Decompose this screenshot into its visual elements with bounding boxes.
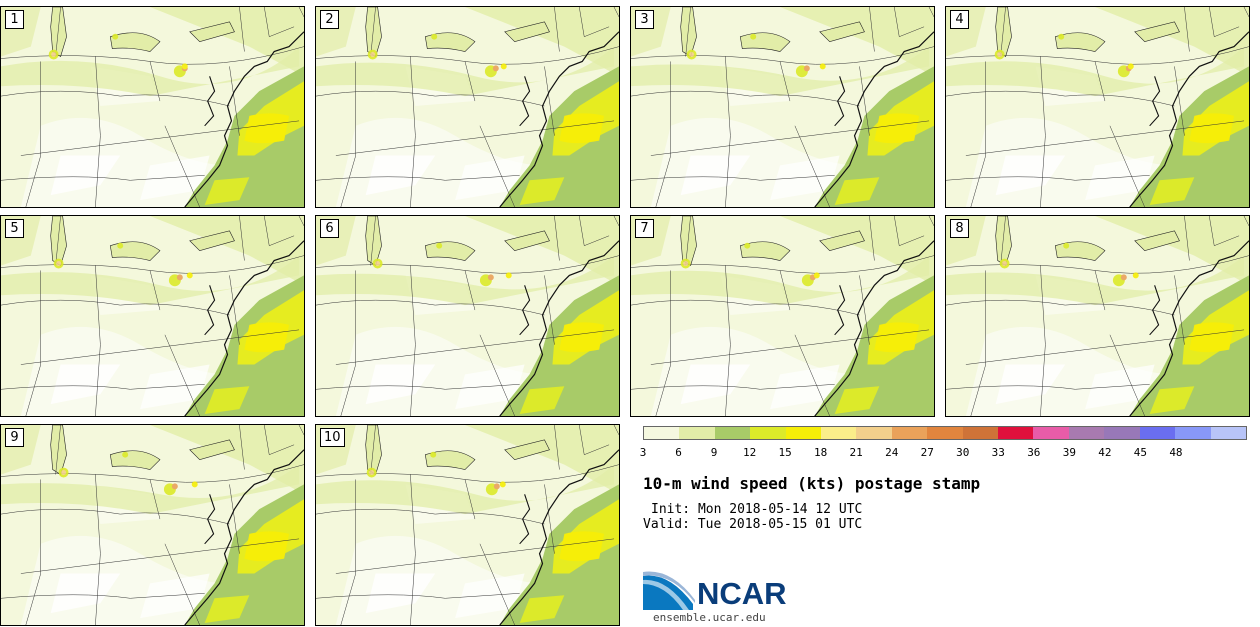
colorbar-segment — [998, 427, 1034, 439]
colorbar-tick-label: 42 — [1098, 446, 1112, 459]
colorbar-segment — [856, 427, 892, 439]
valid-time: Valid: Tue 2018-05-15 01 UTC — [643, 517, 863, 532]
colorbar-segment — [1104, 427, 1140, 439]
colorbar-segment — [1210, 427, 1246, 439]
wind-speed-map — [316, 425, 619, 625]
wind-speed-map — [1, 425, 304, 625]
wind-speed-map — [946, 216, 1249, 416]
colorbar-tick-label: 15 — [778, 446, 792, 459]
colorbar-tick-label: 48 — [1169, 446, 1183, 459]
colorbar-tick-label: 9 — [710, 446, 718, 459]
ncar-logo: NCAR — [643, 570, 793, 614]
colorbar-tick-label: 39 — [1062, 446, 1076, 459]
colorbar — [643, 426, 1247, 440]
map-panel: 8 — [945, 215, 1250, 417]
colorbar-tick-label: 45 — [1133, 446, 1148, 459]
colorbar-segment — [1175, 427, 1211, 439]
member-label: 5 — [5, 219, 24, 238]
member-label: 3 — [635, 10, 654, 29]
wind-speed-map — [631, 7, 934, 207]
colorbar-segment — [1068, 427, 1105, 439]
map-panel: 6 — [315, 215, 620, 417]
wind-speed-map — [1, 7, 304, 207]
colorbar-tick-label: 6 — [675, 446, 682, 459]
colorbar-tick-label: 24 — [885, 446, 899, 459]
map-panel: 7 — [630, 215, 935, 417]
colorbar-segment — [1139, 427, 1176, 439]
colorbar-ticks: 3 6 9 12 15 18 21 24 27 30 33 36 39 42 45 48 — [639, 446, 1247, 460]
colorbar-tick-label: 30 — [956, 446, 970, 459]
map-panel: 3 — [630, 6, 935, 208]
colorbar-segment — [644, 427, 680, 439]
colorbar-tick-label: 3 — [639, 446, 647, 459]
wind-speed-map — [946, 7, 1249, 207]
member-label: 1 — [5, 10, 24, 29]
colorbar-segment — [891, 427, 928, 439]
colorbar-tick-label: 33 — [991, 446, 1005, 459]
wind-speed-map — [1, 216, 304, 416]
colorbar-tick-label: 21 — [849, 446, 863, 459]
member-label: 6 — [320, 219, 339, 238]
colorbar-segment — [962, 427, 999, 439]
chart-title: 10-m wind speed (kts) postage stamp — [643, 474, 981, 493]
member-label: 4 — [950, 10, 969, 29]
member-label: 7 — [635, 219, 654, 238]
map-panel: 9 — [0, 424, 305, 626]
ncar-logo-icon — [643, 571, 695, 610]
map-panel: 5 — [0, 215, 305, 417]
wind-speed-map — [316, 216, 619, 416]
colorbar-tick-label: 12 — [742, 446, 757, 459]
member-label: 9 — [5, 428, 24, 447]
member-label: 8 — [950, 219, 969, 238]
member-label: 2 — [320, 10, 339, 29]
colorbar-segment — [679, 427, 715, 439]
colorbar-tick-label: 27 — [920, 446, 934, 459]
colorbar-segment — [785, 427, 822, 439]
colorbar-tick-label: 18 — [814, 446, 828, 459]
wind-speed-map — [316, 7, 619, 207]
map-panel: 2 — [315, 6, 620, 208]
member-label: 10 — [320, 428, 345, 447]
map-panel: 10 — [315, 424, 620, 626]
colorbar-tick-label: 36 — [1027, 446, 1041, 459]
colorbar-segment — [927, 427, 963, 439]
init-time: Init: Mon 2018-05-14 12 UTC — [651, 502, 863, 517]
map-panel: 1 — [0, 6, 305, 208]
colorbar-segment — [714, 427, 751, 439]
colorbar-segment — [1033, 427, 1069, 439]
wind-speed-map — [631, 216, 934, 416]
colorbar-segment — [821, 427, 857, 439]
logo-wordmark: NCAR — [697, 576, 787, 611]
colorbar-segment — [750, 427, 786, 439]
logo-url: ensemble.ucar.edu — [653, 611, 766, 624]
map-panel: 4 — [945, 6, 1250, 208]
